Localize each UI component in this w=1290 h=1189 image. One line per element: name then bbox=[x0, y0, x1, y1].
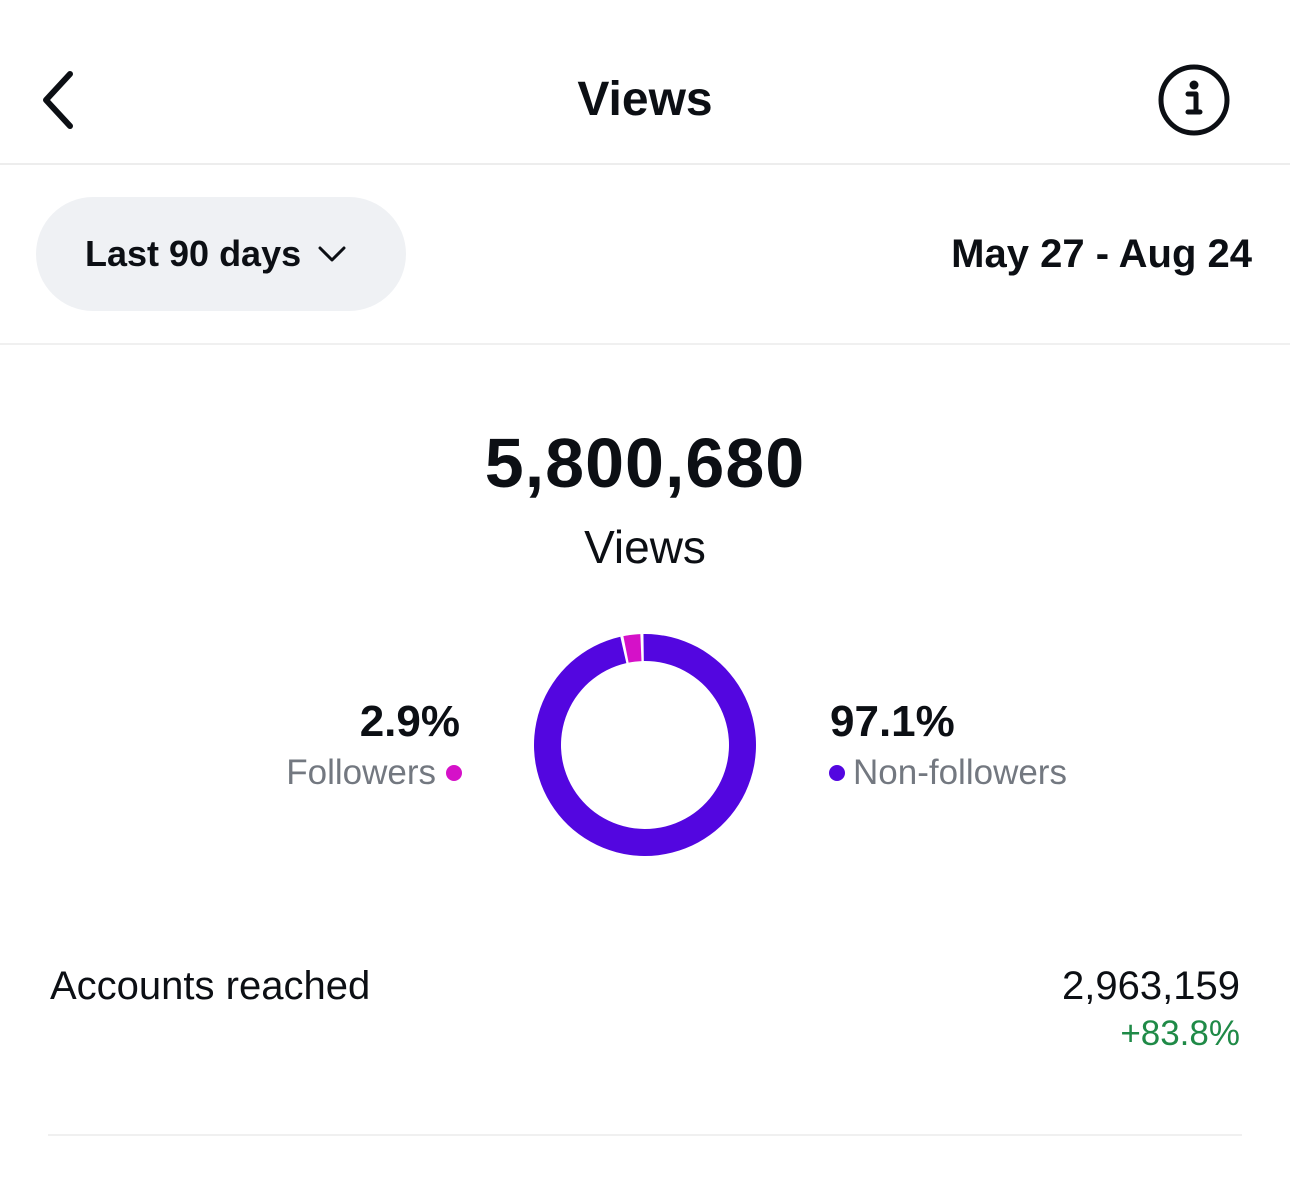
total-views-value: 5,800,680 bbox=[484, 424, 806, 502]
non-followers-legend-label: Non-followers bbox=[853, 753, 1067, 792]
views-donut-chart bbox=[534, 634, 756, 856]
section-divider bbox=[48, 1134, 1242, 1136]
followers-legend: Followers bbox=[286, 752, 462, 794]
non-followers-percent: 97.1% bbox=[830, 697, 955, 746]
followers-legend-dot bbox=[446, 765, 462, 781]
filter-row: Last 90 days May 27 - Aug 24 bbox=[0, 165, 1290, 345]
followers-legend-label: Followers bbox=[286, 753, 436, 792]
accounts-reached-value: 2,963,159 bbox=[1062, 964, 1240, 1008]
donut-slice-non-followers bbox=[534, 634, 756, 856]
back-button[interactable] bbox=[28, 60, 88, 140]
non-followers-legend: Non-followers bbox=[829, 752, 1067, 794]
date-range-text: May 27 - Aug 24 bbox=[951, 232, 1252, 276]
info-circle-icon[interactable] bbox=[1156, 62, 1232, 138]
page-title: Views bbox=[577, 73, 713, 126]
chevron-left-icon bbox=[43, 71, 73, 129]
followers-percent: 2.9% bbox=[359, 697, 460, 746]
non-followers-legend-dot bbox=[829, 765, 845, 781]
top-bar: Views bbox=[0, 0, 1290, 165]
date-range-dropdown[interactable]: Last 90 days bbox=[36, 197, 406, 311]
date-range-dropdown-label: Last 90 days bbox=[85, 233, 302, 274]
accounts-reached-change: +83.8% bbox=[1120, 1014, 1240, 1053]
chevron-down-icon bbox=[318, 246, 346, 262]
accounts-reached-label: Accounts reached bbox=[50, 964, 371, 1008]
total-views-label: Views bbox=[584, 521, 706, 573]
donut-slice-followers bbox=[623, 634, 642, 663]
